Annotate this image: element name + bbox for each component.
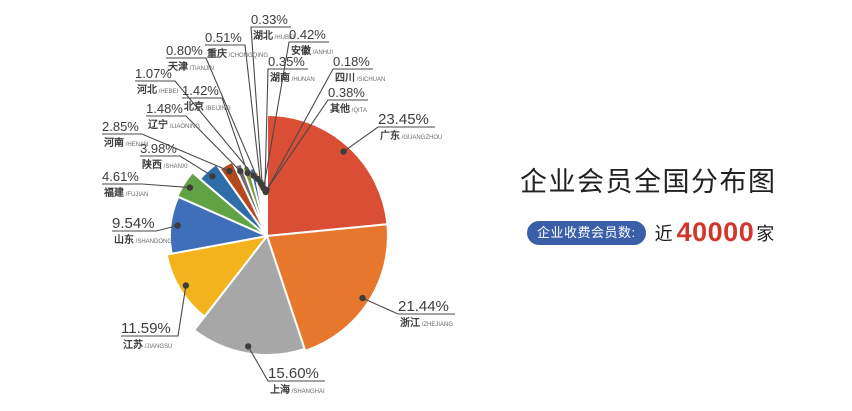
leader-line — [121, 285, 187, 337]
leader-dot — [245, 343, 252, 350]
slice-pct-label: 21.44% — [398, 298, 449, 315]
slice-name-label: 安徽 /ANHUI — [291, 44, 333, 57]
slice-name-label: 河北 /HEBEI — [137, 83, 179, 96]
slice-pct-label: 0.38% — [328, 85, 365, 100]
leader-line — [263, 41, 329, 189]
slice-pct-label: 15.60% — [268, 365, 319, 382]
slice-pct-label: 0.18% — [333, 54, 370, 69]
leader-dot — [209, 173, 216, 180]
pie-chart-area: 23.45% 广东 /GUANGZHOU 21.44% 浙江 /ZHEJIANG 15.… — [102, 12, 455, 396]
slice-name-label: 湖北 /HUBEI — [253, 29, 295, 42]
slice-pct-label: 0.80% — [166, 43, 203, 58]
member-count-row: 企业收费会员数: 近 40000 家 — [527, 217, 774, 248]
slice-pct-label: 3.98% — [140, 141, 177, 156]
slice-name-label: 北京 /BEIJING — [184, 100, 231, 113]
leader-dot — [182, 282, 190, 289]
count-suffix: 家 — [756, 223, 775, 244]
pie-slice-qita[interactable] — [264, 181, 268, 237]
leader-line — [102, 183, 190, 189]
leader-line — [247, 346, 325, 382]
slice-name-label: 陕西 /SHANXI — [142, 158, 188, 171]
slice-name-label: 浙江 /ZHEJIANG — [400, 316, 453, 329]
leader-line — [343, 126, 435, 153]
leader-line — [146, 115, 241, 172]
leader-dot — [226, 167, 233, 175]
leader-dot — [244, 169, 251, 177]
slice-name-label: 广东 /GUANGZHOU — [380, 129, 442, 142]
leader-line — [250, 26, 291, 186]
slice-pct-label: 0.51% — [205, 30, 242, 45]
slice-pct-label: 1.48% — [146, 101, 183, 116]
slice-pct-label: 1.07% — [135, 66, 172, 81]
slice-name-label: 湖南 /HUNAN — [270, 71, 315, 84]
leader-line — [135, 80, 254, 176]
leader-line — [264, 68, 308, 191]
pie-slice-liaoning[interactable] — [233, 162, 268, 237]
pie-slice-henan[interactable] — [218, 160, 268, 237]
slice-name-label: 辽宁 /LIAONING — [148, 118, 200, 131]
pie-slice-zhejiang[interactable] — [266, 223, 389, 352]
slice-pct-label: 0.33% — [251, 12, 288, 27]
slice-pct-label: 4.61% — [102, 169, 139, 184]
leader-line — [102, 133, 230, 172]
slice-pct-label: 23.45% — [378, 111, 429, 128]
leader-dot — [359, 294, 366, 302]
info-panel: 企业会员全国分布图 企业收费会员数: 近 40000 家 — [518, 0, 852, 411]
count-prefix: 近 — [654, 223, 673, 244]
member-count-badge: 企业收费会员数: — [527, 220, 646, 245]
leader-line — [166, 57, 259, 180]
leader-line — [112, 225, 178, 232]
leader-dot — [186, 184, 194, 191]
slice-name-label: 重庆 /CHONGQING — [207, 47, 268, 60]
slice-name-label: 其他 /QITA — [330, 102, 367, 115]
leader-dot — [340, 148, 347, 155]
pie-slice-shanxi[interactable] — [199, 163, 268, 237]
pie-chart: 23.45%广东 /GUANGZHOU 21.44%浙江 /ZHEJIANG 15.… — [102, 12, 455, 396]
pie-slice-hebei[interactable] — [248, 167, 268, 237]
slice-name-label: 福建 /FUJIAN — [103, 186, 148, 199]
slice-pct-label: 1.42% — [182, 83, 219, 98]
slice-pct-label: 0.42% — [289, 27, 326, 42]
leader-dot — [263, 186, 270, 194]
slice-name-label: 天津 /TIANJIN — [168, 60, 214, 73]
leader-line — [205, 44, 262, 183]
pie-slice-fujian[interactable] — [176, 171, 268, 237]
slice-pct-label: 9.54% — [112, 215, 155, 232]
pie-slice-jiangsu[interactable] — [165, 235, 268, 318]
leader-line — [182, 97, 249, 174]
slice-pct-label: 2.85% — [102, 119, 139, 134]
leader-line — [362, 297, 455, 315]
leader-line — [140, 155, 213, 177]
pie-slice-shanghai[interactable] — [193, 235, 306, 356]
page-title: 企业会员全国分布图 — [520, 167, 777, 197]
slice-name-label: 上海 /SHANGHAI — [270, 383, 325, 396]
count-value: 40000 — [676, 217, 755, 247]
leader-dot — [174, 222, 181, 229]
leader-line — [266, 99, 368, 191]
slice-pct-label: 0.35% — [268, 54, 305, 69]
slice-pct-label: 11.59% — [121, 320, 171, 337]
leader-dot — [237, 168, 244, 175]
slice-name-label: 河南 /HENAN — [104, 136, 148, 149]
slice-name-label: 四川 /SICHUAN — [335, 72, 385, 84]
slice-name-label: 山东 /SHANDONG — [114, 233, 172, 246]
leader-line — [265, 68, 373, 193]
slice-name-label: 江苏 /JIANGSU — [123, 338, 172, 351]
